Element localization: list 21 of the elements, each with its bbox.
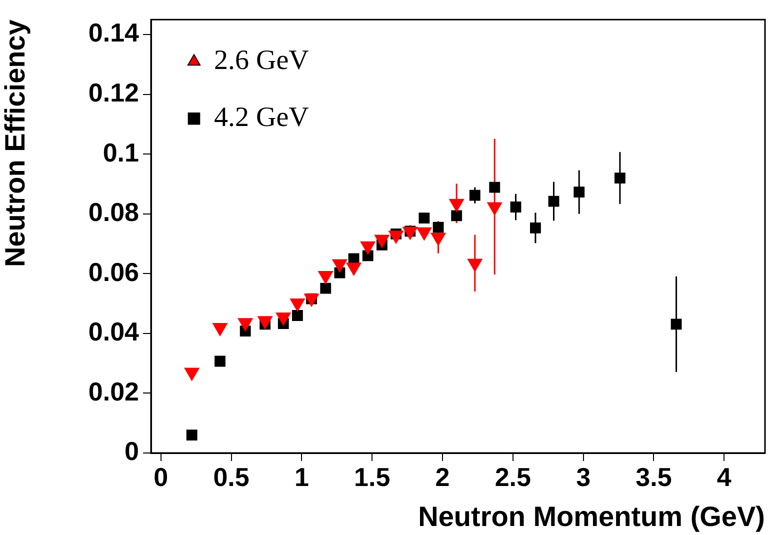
- x-tick-label: 1: [294, 462, 309, 492]
- y-tick-label: 0.02: [88, 376, 139, 406]
- y-tick-label: 0.1: [102, 137, 139, 168]
- x-tick-label: 0.5: [213, 462, 250, 492]
- x-axis-title: Neutron Momentum (GeV): [418, 500, 765, 532]
- y-tick-label: 0.08: [88, 197, 139, 228]
- y-tick-label: 0.14: [88, 18, 140, 48]
- y-tick-label: 0.12: [88, 77, 139, 108]
- legend-label: 2.6 GeV: [214, 44, 309, 76]
- y-tick-label: 0.04: [88, 316, 140, 347]
- x-tick-label: 3.5: [636, 462, 672, 492]
- x-tick-label: 4: [716, 462, 732, 492]
- x-tick-label: 2: [435, 462, 450, 492]
- x-tick-label: 3: [576, 462, 591, 492]
- y-tick-label: 0: [124, 436, 139, 466]
- x-tick-label: 2.5: [494, 462, 531, 492]
- y-tick-label: 0.06: [88, 256, 139, 287]
- legend-label: 4.2 GeV: [214, 102, 309, 133]
- x-tick-label: 1.5: [354, 462, 390, 492]
- x-tick-label: 0: [154, 462, 168, 492]
- y-axis-title: Neutron Efficiency: [0, 19, 31, 267]
